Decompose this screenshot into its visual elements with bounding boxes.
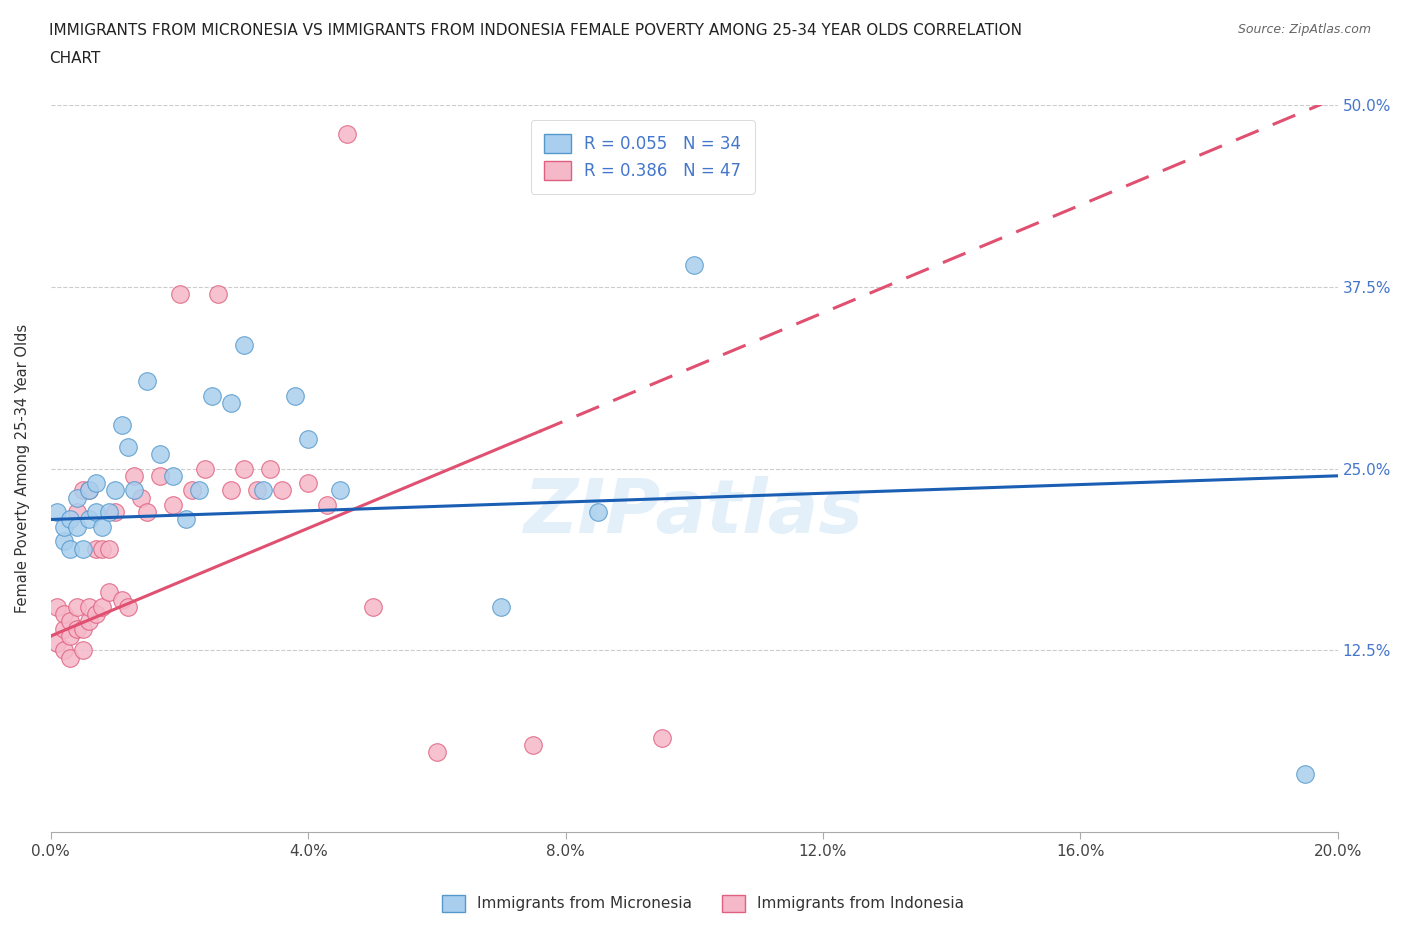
Point — [79, 483, 101, 498]
Legend: Immigrants from Micronesia, Immigrants from Indonesia: Immigrants from Micronesia, Immigrants f… — [436, 889, 970, 918]
Text: CHART: CHART — [49, 51, 101, 66]
Point — [259, 461, 281, 476]
Point — [297, 432, 319, 447]
Point — [426, 745, 449, 760]
Point — [79, 599, 101, 614]
Point — [361, 599, 384, 614]
Point — [65, 519, 87, 534]
Point — [79, 512, 101, 527]
Point — [104, 483, 127, 498]
Point — [65, 490, 87, 505]
Point — [59, 650, 82, 665]
Point — [65, 505, 87, 520]
Point — [336, 126, 359, 141]
Point — [84, 606, 107, 621]
Point — [586, 505, 609, 520]
Point — [232, 461, 254, 476]
Point — [84, 475, 107, 490]
Point — [104, 505, 127, 520]
Point — [187, 483, 209, 498]
Point — [1294, 766, 1316, 781]
Point — [181, 483, 204, 498]
Point — [97, 585, 120, 600]
Point — [46, 599, 69, 614]
Point — [201, 389, 224, 404]
Point — [72, 541, 94, 556]
Point — [72, 643, 94, 658]
Text: Source: ZipAtlas.com: Source: ZipAtlas.com — [1237, 23, 1371, 36]
Point — [59, 512, 82, 527]
Point — [252, 483, 274, 498]
Point — [52, 621, 75, 636]
Point — [97, 505, 120, 520]
Point — [52, 534, 75, 549]
Point — [110, 418, 132, 432]
Point — [52, 606, 75, 621]
Point — [284, 389, 307, 404]
Text: IMMIGRANTS FROM MICRONESIA VS IMMIGRANTS FROM INDONESIA FEMALE POVERTY AMONG 25-: IMMIGRANTS FROM MICRONESIA VS IMMIGRANTS… — [49, 23, 1022, 38]
Point — [149, 446, 172, 461]
Point — [84, 505, 107, 520]
Point — [124, 483, 146, 498]
Point — [72, 483, 94, 498]
Point — [117, 599, 139, 614]
Y-axis label: Female Poverty Among 25-34 Year Olds: Female Poverty Among 25-34 Year Olds — [15, 324, 30, 613]
Point — [91, 519, 114, 534]
Point — [59, 629, 82, 644]
Point — [489, 599, 512, 614]
Legend: R = 0.055   N = 34, R = 0.386   N = 47: R = 0.055 N = 34, R = 0.386 N = 47 — [531, 120, 755, 193]
Point — [46, 505, 69, 520]
Point — [162, 469, 184, 484]
Point — [79, 483, 101, 498]
Point — [169, 286, 191, 301]
Point — [117, 439, 139, 454]
Point — [84, 541, 107, 556]
Point — [162, 498, 184, 512]
Point — [52, 519, 75, 534]
Point — [65, 599, 87, 614]
Point — [72, 621, 94, 636]
Point — [207, 286, 229, 301]
Point — [52, 643, 75, 658]
Point — [246, 483, 269, 498]
Point — [110, 592, 132, 607]
Point — [522, 737, 544, 752]
Point — [297, 475, 319, 490]
Point — [97, 541, 120, 556]
Point — [316, 498, 339, 512]
Point — [174, 512, 197, 527]
Point — [136, 505, 159, 520]
Point — [124, 469, 146, 484]
Point — [271, 483, 294, 498]
Point — [65, 621, 87, 636]
Point — [194, 461, 217, 476]
Point — [91, 541, 114, 556]
Point — [329, 483, 352, 498]
Point — [683, 258, 706, 272]
Point — [219, 395, 242, 410]
Point — [59, 614, 82, 629]
Point — [91, 599, 114, 614]
Point — [129, 490, 152, 505]
Text: ZIPatlas: ZIPatlas — [524, 476, 865, 549]
Point — [149, 469, 172, 484]
Point — [79, 614, 101, 629]
Point — [136, 374, 159, 389]
Point — [46, 636, 69, 651]
Point — [232, 338, 254, 352]
Point — [59, 541, 82, 556]
Point — [651, 730, 673, 745]
Point — [219, 483, 242, 498]
